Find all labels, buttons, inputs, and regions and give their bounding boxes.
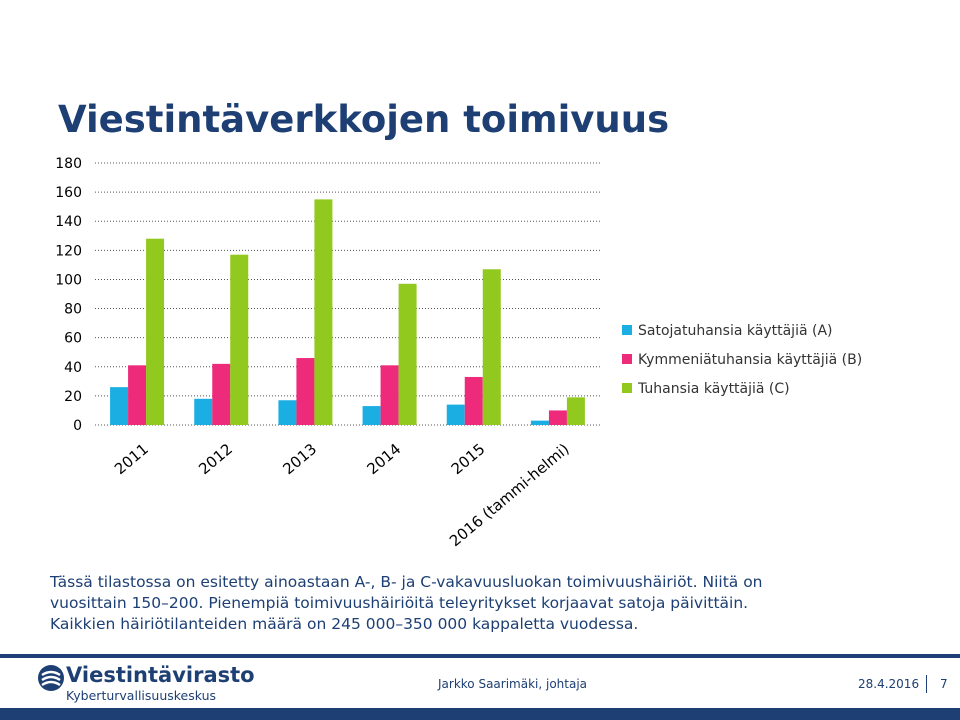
body-line-1: Tässä tilastossa on esitetty ainoastaan … [50, 573, 763, 591]
legend-swatch [622, 325, 632, 335]
legend-label: Satojatuhansia käyttäjiä (A) [638, 323, 832, 339]
x-tick-label: 2015 [448, 440, 489, 478]
y-tick-label: 0 [73, 418, 82, 434]
bar-chart: 0 20 40 60 80 100 120 140 160 180 2011 2012 2013 201… [55, 156, 862, 550]
bar [194, 398, 213, 425]
page-number: 7 [940, 677, 948, 691]
body-line-3: Kaikkien häiriötilanteiden määrä on 245 … [50, 615, 639, 633]
y-tick-label: 140 [55, 214, 82, 230]
legend-label: Kymmeniätuhansia käyttäjiä (B) [638, 352, 862, 368]
bar [128, 365, 147, 425]
bar [314, 199, 333, 425]
bar [530, 420, 549, 425]
y-tick-label: 180 [55, 156, 82, 172]
bar [398, 283, 417, 425]
footer-bar [0, 708, 960, 720]
legend-swatch [622, 383, 632, 393]
slide-title: Viestintäverkkojen toimivuus [58, 98, 670, 141]
chart-grid [95, 162, 600, 426]
bar [566, 397, 585, 425]
y-tick-label: 20 [64, 389, 82, 405]
footer-divider [0, 654, 960, 658]
y-tick-label: 160 [55, 185, 82, 201]
x-tick-label: 2012 [195, 440, 236, 478]
slide-body-text: Tässä tilastossa on esitetty ainoastaan … [50, 572, 950, 635]
y-tick-label: 80 [64, 302, 82, 318]
bar [464, 376, 483, 425]
legend-swatch [622, 354, 632, 364]
bar [146, 238, 165, 425]
body-line-2: vuosittain 150–200. Pienempiä toimivuush… [50, 594, 749, 612]
y-axis-ticks: 0 20 40 60 80 100 120 140 160 180 [55, 156, 82, 434]
bar [296, 358, 315, 425]
y-tick-label: 40 [64, 360, 82, 376]
bar [212, 363, 231, 425]
y-tick-label: 100 [55, 272, 82, 288]
bar [380, 365, 399, 425]
slide-date: 28.4.2016 [858, 677, 920, 691]
bar [482, 269, 501, 425]
x-tick-label: 2011 [111, 440, 152, 478]
bar [278, 400, 297, 425]
logo-subtitle: Kyberturvallisuuskeskus [66, 688, 217, 703]
viestintavirasto-logo-icon [38, 665, 64, 691]
page-number-divider [926, 675, 927, 693]
logo-wordmark: Viestintävirasto [66, 663, 255, 687]
y-tick-label: 60 [64, 331, 82, 347]
x-tick-label: 2014 [364, 440, 405, 478]
bar [446, 404, 465, 425]
chart-bars [110, 199, 585, 425]
bar [110, 387, 129, 425]
bar [548, 410, 567, 425]
y-tick-label: 120 [55, 243, 82, 259]
presenter-name: Jarkko Saarimäki, johtaja [438, 677, 588, 691]
legend-label: Tuhansia käyttäjiä (C) [637, 381, 790, 397]
bar [362, 406, 381, 425]
x-tick-label: 2013 [279, 440, 320, 478]
bar [230, 254, 249, 425]
chart-legend: Satojatuhansia käyttäjiä (A) Kymmeniätuha… [622, 323, 862, 397]
